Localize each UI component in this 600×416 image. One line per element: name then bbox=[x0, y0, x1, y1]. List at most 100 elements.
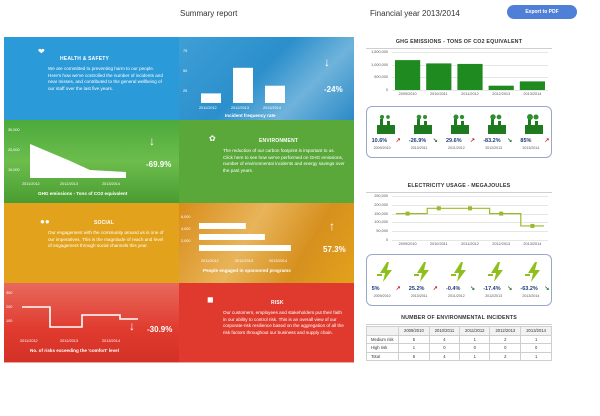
arrow-down-right-icon: ↘ bbox=[432, 138, 438, 144]
kpi-year: 2010/2011 bbox=[410, 146, 428, 150]
tile-caption: GHG emissions - Tons of CO2 equivalent bbox=[38, 191, 128, 196]
y-axis-label: 200,000 bbox=[374, 202, 388, 207]
factory-chimney bbox=[528, 119, 532, 126]
report-header: Summary report Financial year 2013/2014 … bbox=[0, 0, 600, 30]
table-cell: 5 bbox=[398, 334, 430, 344]
row-label: Medium risk bbox=[366, 334, 399, 344]
x-axis-label: 2012/2013 bbox=[492, 242, 511, 246]
factory-body bbox=[451, 125, 469, 134]
axis-tick: 300 bbox=[6, 291, 13, 295]
tile-incident-frequency[interactable]: 75 50 25 2011/2012 2012/2013 2013/2014 I… bbox=[179, 37, 354, 120]
year-label: 2013/2014 bbox=[102, 182, 120, 186]
ghg-kpi-strip: 10.6% ↗ 2009/2010 -26.9% ↘ 2010/2011 29.6% ↗ 201… bbox=[366, 106, 552, 158]
electricity-point-1[interactable] bbox=[436, 206, 441, 211]
table-cell: 6 bbox=[398, 351, 430, 361]
ghg-bar-0[interactable] bbox=[395, 60, 421, 90]
power-plug-icon bbox=[525, 262, 541, 282]
smoke-puff bbox=[385, 115, 390, 119]
change-percent: -30.9% bbox=[147, 325, 173, 334]
table-cell: 0 bbox=[520, 343, 552, 353]
kpi-value: 85% bbox=[520, 138, 532, 144]
factory-icon bbox=[488, 114, 507, 134]
arrow-down-icon: ↓ bbox=[149, 134, 155, 148]
kpi-year: 2013/2014 bbox=[522, 146, 540, 150]
y-axis-label: 1,000,000 bbox=[371, 62, 388, 67]
tile-kicker: HEALTH & SAFETY bbox=[60, 56, 110, 62]
gridline bbox=[392, 231, 548, 233]
kpi-value: -26.9% bbox=[408, 138, 427, 144]
electricity-point-0[interactable] bbox=[405, 211, 410, 216]
tile-risk[interactable]: ◼ RISK Our customers, employees and stak… bbox=[179, 283, 354, 363]
tile-caption: Incident frequency rate bbox=[225, 113, 276, 118]
plug-prong bbox=[451, 274, 456, 276]
ghg-area-chart bbox=[30, 144, 126, 178]
factory-chimney bbox=[416, 119, 420, 126]
kpi-year: 2012/2013 bbox=[485, 146, 503, 150]
power-plug-icon bbox=[488, 262, 504, 282]
axis-tick: 2,000 bbox=[181, 239, 191, 243]
electricity-point-4[interactable] bbox=[530, 223, 535, 228]
kpi-year: 2010/2011 bbox=[410, 294, 428, 298]
kpi-year: 2013/2014 bbox=[522, 294, 540, 298]
arrow-down-right-icon: ↘ bbox=[544, 286, 550, 292]
tile-health-safety[interactable]: ❤ HEALTH & SAFETY We are committed to pr… bbox=[4, 37, 179, 120]
tile-body: The reduction of our carbon footprint is… bbox=[223, 148, 345, 173]
arrow-down-right-icon: ↘ bbox=[470, 286, 476, 292]
column-header[interactable]: 2012/2013 bbox=[489, 326, 522, 336]
arrow-up-right-icon: ↗ bbox=[544, 138, 550, 144]
electricity-series-line bbox=[396, 207, 544, 227]
tile-sponsored[interactable]: 6,000 4,000 2,000 2011/2012 2012/2013 20… bbox=[179, 203, 354, 283]
axis-tick: 50 bbox=[183, 69, 188, 73]
ghg-bar-1[interactable] bbox=[426, 63, 452, 90]
smoke-puff bbox=[490, 114, 496, 120]
x-axis-label: 2010/2011 bbox=[429, 92, 448, 96]
comfort-line bbox=[22, 306, 138, 328]
smoke-puff bbox=[496, 114, 502, 120]
arrow-up-right-icon: ↗ bbox=[395, 286, 401, 292]
ghg-area bbox=[30, 144, 126, 178]
electricity-point-2[interactable] bbox=[468, 206, 472, 211]
gridline bbox=[392, 222, 548, 224]
y-axis-label: 1,500,000 bbox=[371, 50, 388, 54]
gridline bbox=[392, 196, 548, 197]
plug-prong bbox=[525, 274, 531, 276]
year-label: 2011/2012 bbox=[199, 106, 217, 110]
sponsored-bar-chart bbox=[199, 223, 291, 251]
ghg-bar-3[interactable] bbox=[488, 85, 514, 90]
column-header[interactable]: 2009/2010 bbox=[398, 326, 430, 336]
page-title: Summary report bbox=[180, 9, 238, 18]
bar-2012 bbox=[233, 67, 253, 103]
export-pdf-button[interactable]: Export to PDF bbox=[507, 5, 577, 19]
gridline bbox=[392, 204, 548, 206]
column-header[interactable]: 2011/2012 bbox=[459, 326, 491, 336]
ghg-bar-4[interactable] bbox=[519, 81, 545, 90]
kpi-year: 2011/2012 bbox=[448, 294, 465, 298]
tile-comfort[interactable]: 300 200 100 2011/2012 2012/2013 2013/201… bbox=[4, 283, 179, 363]
factory-body bbox=[525, 125, 544, 134]
tile-environment[interactable]: ✿ ENVIRONMENT The reduction of our carbo… bbox=[179, 120, 354, 203]
kpi-year: 2012/2013 bbox=[485, 294, 503, 298]
electricity-line-chart: 250,000 200,000 150,000 100,000 50,000 0 2009/… bbox=[366, 194, 552, 250]
column-header[interactable]: 2013/2014 bbox=[520, 326, 552, 336]
factory-icon bbox=[525, 114, 544, 134]
y-axis-label: 150,000 bbox=[374, 211, 388, 216]
arrow-down-right-icon: ↘ bbox=[507, 138, 513, 144]
kpi-value: 29.6% bbox=[446, 138, 462, 144]
arrow-down-icon: ↓ bbox=[129, 319, 135, 333]
table-cell: 4 bbox=[428, 351, 461, 361]
electricity-point-3[interactable] bbox=[499, 211, 504, 216]
smoke-puff bbox=[422, 114, 427, 120]
column-header[interactable]: 2010/2011 bbox=[428, 326, 461, 336]
heart-icon: ❤ bbox=[38, 47, 45, 56]
bolt-shape bbox=[454, 262, 466, 282]
year-label: 2012/2013 bbox=[231, 106, 249, 110]
electricity-panel: ELECTRICITY USAGE - MEGAJOULES 250,000 20… bbox=[366, 180, 552, 308]
tile-ghg[interactable]: 30,000 20,000 10,000 2011/2012 2012/2013… bbox=[4, 120, 179, 203]
tile-social[interactable]: ●● SOCIAL Our engagement with the commun… bbox=[4, 203, 179, 283]
y-axis-label: 50,000 bbox=[376, 229, 388, 234]
bar-2011 bbox=[201, 93, 221, 103]
ghg-bar-2[interactable] bbox=[457, 63, 483, 90]
leaf-icon: ✿ bbox=[209, 134, 216, 143]
bolt-shape bbox=[416, 262, 429, 282]
factory-body bbox=[376, 125, 395, 134]
